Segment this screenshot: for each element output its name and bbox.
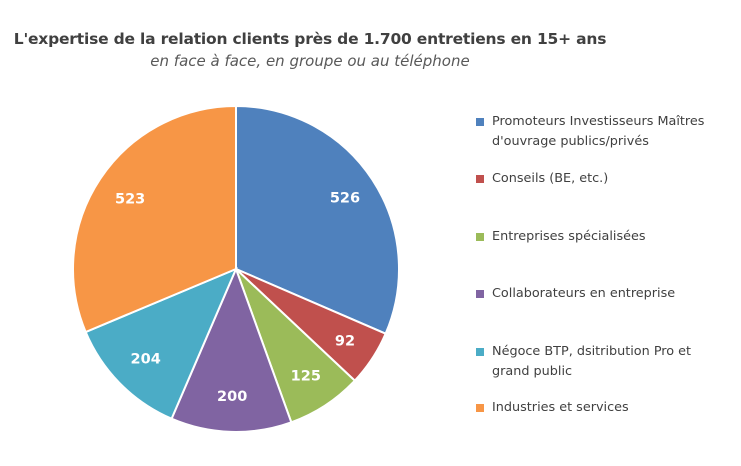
legend-label: Conseils (BE, etc.) bbox=[492, 171, 609, 186]
pie-slice-0 bbox=[235, 104, 400, 336]
legend-swatch bbox=[476, 348, 484, 356]
legend-swatch bbox=[476, 233, 484, 241]
pie-slice-4 bbox=[84, 267, 238, 421]
legend-swatch bbox=[476, 118, 484, 126]
legend-label: Entreprises spécialisées bbox=[492, 229, 646, 244]
legend-item-collaborateurs: Collaborateurs en entreprise bbox=[476, 284, 675, 304]
legend-item-conseils: Conseils (BE, etc.) bbox=[476, 169, 608, 189]
legend-label: Promoteurs Investisseurs Maîtres d'ouvra… bbox=[492, 114, 705, 149]
legend-item-industries: Industries et services bbox=[476, 398, 629, 418]
legend-swatch bbox=[476, 175, 484, 183]
legend-label: Industries et services bbox=[492, 400, 629, 415]
legend-item-entreprises: Entreprises spécialisées bbox=[476, 227, 646, 247]
pie-slice-3 bbox=[170, 266, 293, 433]
slice-value-label-3: 200 bbox=[217, 389, 247, 405]
legend-item-negoce: Négoce BTP, dsitribution Pro et grand pu… bbox=[476, 342, 712, 382]
legend-item-promoteurs: Promoteurs Investisseurs Maîtres d'ouvra… bbox=[476, 112, 732, 152]
pie-slice-5 bbox=[72, 104, 237, 334]
slice-value-label-4: 204 bbox=[131, 351, 161, 367]
slice-value-label-5: 523 bbox=[115, 192, 145, 208]
legend-label: Négoce BTP, dsitribution Pro et grand pu… bbox=[492, 344, 692, 379]
legend-swatch bbox=[476, 404, 484, 412]
legend-label: Collaborateurs en entreprise bbox=[492, 286, 676, 301]
chart-title: L'expertise de la relation clients près … bbox=[13, 30, 607, 48]
chart-subtitle: en face à face, en groupe ou au téléphon… bbox=[150, 52, 470, 70]
pie-slices bbox=[72, 104, 400, 433]
slice-value-label-0: 526 bbox=[330, 190, 360, 206]
slice-value-label-2: 125 bbox=[291, 368, 321, 384]
legend-swatch bbox=[476, 290, 484, 298]
slice-value-label-1: 92 bbox=[335, 334, 355, 350]
pie-value-labels: 526 92 125 200 204 523 bbox=[115, 190, 360, 405]
